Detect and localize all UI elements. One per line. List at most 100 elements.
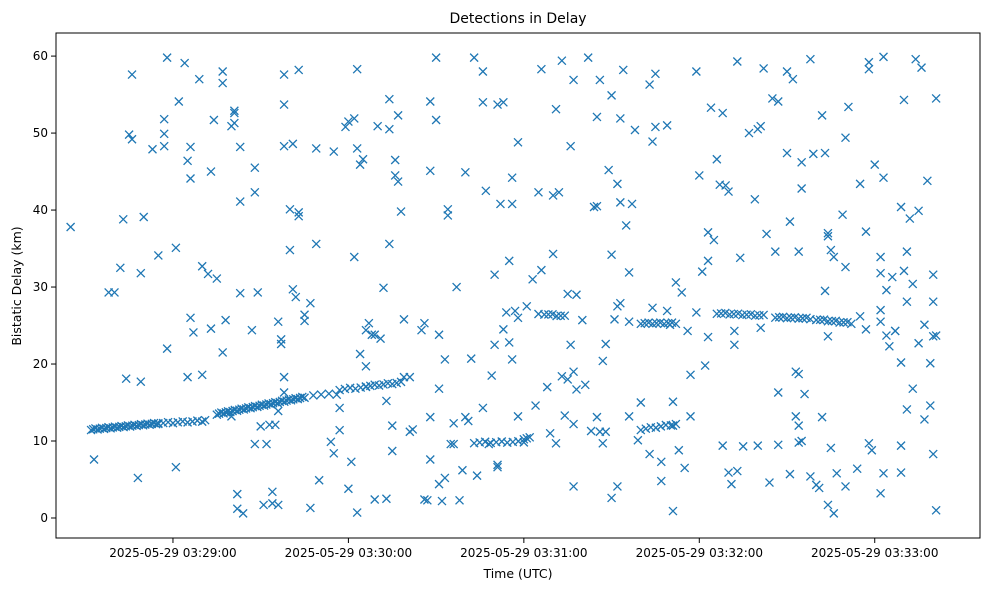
data-point <box>759 310 769 320</box>
data-point <box>434 384 444 394</box>
data-point <box>507 199 517 209</box>
data-point <box>259 401 269 411</box>
data-point <box>352 64 362 74</box>
data-point <box>928 449 938 459</box>
data-point <box>498 324 508 334</box>
data-point <box>466 354 476 364</box>
data-point <box>686 411 695 421</box>
data-point <box>419 318 429 328</box>
data-point <box>273 317 283 327</box>
data-point <box>750 194 760 204</box>
data-point <box>186 142 195 152</box>
data-point <box>472 471 482 481</box>
data-point <box>841 481 850 491</box>
data-point <box>598 356 608 366</box>
data-point <box>174 97 184 106</box>
data-point <box>815 315 825 325</box>
data-point <box>773 440 783 450</box>
data-point <box>662 306 672 316</box>
data-point <box>560 411 570 421</box>
data-point <box>493 100 502 110</box>
data-point <box>340 384 350 394</box>
data-point <box>148 144 157 154</box>
data-point <box>314 475 324 485</box>
data-point <box>572 384 581 394</box>
data-point <box>612 179 622 189</box>
data-point <box>305 503 315 513</box>
data-point <box>864 57 874 67</box>
data-point <box>691 67 701 76</box>
data-point <box>666 420 676 430</box>
data-point <box>726 479 736 489</box>
data-point <box>683 326 693 336</box>
data-point <box>121 374 131 384</box>
data-point <box>504 338 514 347</box>
data-point <box>879 173 888 183</box>
y-tick-label: 40 <box>33 203 48 217</box>
data-point <box>183 372 193 382</box>
data-point <box>697 267 707 277</box>
data-point <box>422 495 432 505</box>
data-point <box>288 139 298 149</box>
data-point <box>864 64 874 74</box>
x-axis: 2025-05-29 03:29:00 2025-05-29 03:30:00 20… <box>109 538 938 560</box>
data-point <box>352 144 362 153</box>
data-point <box>770 313 780 323</box>
data-point <box>481 186 491 196</box>
data-point <box>759 63 769 73</box>
data-point <box>729 326 739 336</box>
data-point <box>867 445 877 455</box>
data-point <box>928 331 938 341</box>
data-point <box>820 286 830 296</box>
data-point <box>887 272 897 282</box>
data-point <box>460 167 470 177</box>
data-point <box>316 390 326 400</box>
data-point <box>902 297 912 307</box>
data-point <box>765 478 774 488</box>
data-point <box>218 67 228 76</box>
data-point <box>66 222 76 232</box>
data-point <box>884 341 894 351</box>
data-point <box>235 288 245 298</box>
data-point <box>519 434 529 444</box>
y-tick-label: 20 <box>33 357 48 371</box>
data-point <box>326 437 336 447</box>
data-point <box>367 330 377 340</box>
y-tick-label: 60 <box>33 49 48 63</box>
data-point <box>823 500 833 510</box>
data-point <box>876 488 886 498</box>
data-point <box>417 325 426 335</box>
data-point <box>507 354 517 364</box>
data-point <box>592 112 602 122</box>
data-point <box>300 393 310 403</box>
data-point <box>621 220 631 230</box>
data-point <box>846 319 856 329</box>
data-point <box>618 65 628 75</box>
data-point <box>709 235 719 245</box>
data-point <box>808 149 818 159</box>
data-point <box>449 439 459 449</box>
data-point <box>431 53 441 63</box>
data-point <box>832 468 842 478</box>
data-point <box>387 421 397 431</box>
data-point <box>902 247 912 257</box>
data-point <box>914 206 924 216</box>
data-point <box>724 468 733 478</box>
data-point <box>267 487 277 497</box>
data-point <box>329 448 339 458</box>
data-point <box>612 481 622 491</box>
data-point <box>188 327 198 337</box>
data-point <box>852 464 862 474</box>
data-point <box>381 494 391 504</box>
data-point <box>229 108 239 118</box>
data-point <box>308 390 318 400</box>
data-point <box>513 313 523 323</box>
data-point <box>624 267 634 277</box>
data-point <box>250 439 260 449</box>
data-point <box>460 412 470 422</box>
data-point <box>390 155 400 165</box>
data-point <box>917 63 926 73</box>
data-point <box>127 134 137 144</box>
plot-frame <box>55 32 981 539</box>
data-point <box>118 214 128 224</box>
